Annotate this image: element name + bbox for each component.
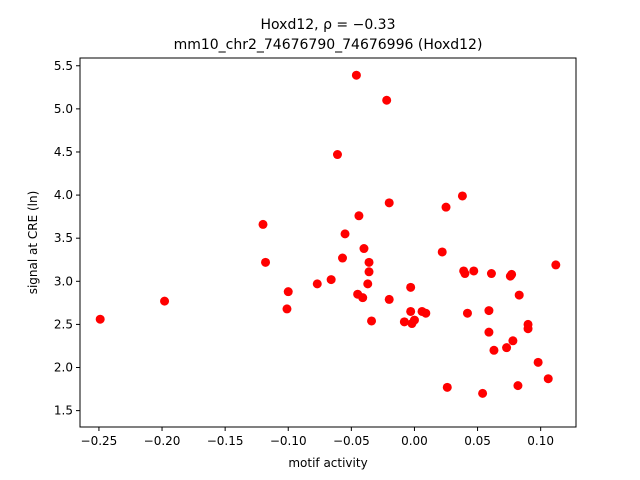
x-tick-label: −0.05	[333, 434, 370, 448]
y-tick-label: 5.0	[54, 102, 73, 116]
data-point	[442, 382, 452, 392]
data-point	[95, 314, 105, 324]
data-point	[484, 327, 494, 337]
data-point	[354, 211, 364, 221]
data-point	[364, 267, 374, 277]
data-point	[332, 150, 342, 160]
data-point	[460, 269, 470, 279]
data-point	[312, 279, 322, 289]
data-point	[457, 191, 467, 201]
plot-area-frame	[79, 57, 577, 428]
y-tick-label: 3.0	[54, 274, 73, 288]
data-point	[384, 198, 394, 208]
data-point	[533, 357, 543, 367]
data-point	[462, 308, 472, 318]
data-point	[543, 374, 553, 384]
x-tick-label: 0.10	[527, 434, 554, 448]
data-point	[514, 290, 524, 300]
x-tick-label: 0.00	[401, 434, 428, 448]
x-tick-label: −0.25	[81, 434, 118, 448]
data-point	[478, 388, 488, 398]
data-point	[367, 316, 377, 326]
x-tick-label: −0.10	[270, 434, 307, 448]
y-tick-label: 2.0	[54, 361, 73, 375]
data-point	[399, 317, 409, 327]
data-point	[282, 304, 292, 314]
data-point	[421, 308, 431, 318]
data-point	[406, 306, 416, 316]
y-tick-label: 4.5	[54, 145, 73, 159]
y-tick-label: 5.5	[54, 59, 73, 73]
y-tick-label: 2.5	[54, 317, 73, 331]
x-axis: −0.25 −0.20 −0.15 −0.10 −0.05 0.00 0.05 0.10	[81, 427, 554, 448]
data-point	[359, 244, 369, 254]
data-point	[437, 247, 447, 257]
data-point	[486, 269, 496, 279]
data-point	[441, 202, 451, 212]
data-point	[507, 269, 517, 279]
data-point	[469, 266, 479, 276]
chart-title-line2: mm10_chr2_74676790_74676996 (Hoxd12)	[174, 37, 483, 53]
data-point	[513, 381, 523, 391]
data-point	[551, 260, 561, 270]
data-point	[338, 253, 348, 263]
data-point	[261, 257, 271, 267]
data-point	[409, 315, 419, 325]
data-point	[508, 336, 518, 346]
x-tick-label: −0.20	[144, 434, 181, 448]
y-tick-label: 4.0	[54, 188, 73, 202]
data-point	[363, 279, 373, 289]
data-point	[358, 293, 368, 303]
data-point	[384, 294, 394, 304]
data-point	[502, 343, 512, 353]
x-axis-label: motif activity	[288, 456, 367, 470]
data-point	[340, 229, 350, 239]
data-point	[484, 306, 494, 316]
data-point	[406, 282, 416, 292]
data-point	[489, 345, 499, 355]
x-tick-label: −0.15	[207, 434, 244, 448]
data-point	[258, 219, 268, 229]
y-tick-label: 3.5	[54, 231, 73, 245]
data-point	[160, 296, 170, 306]
y-tick-label: 1.5	[54, 404, 73, 418]
data-point	[382, 95, 392, 105]
data-point	[283, 287, 293, 297]
data-point	[364, 257, 374, 267]
x-tick-label: 0.05	[464, 434, 491, 448]
data-point	[326, 275, 336, 285]
data-point	[523, 324, 533, 334]
y-axis-label: signal at CRE (ln)	[26, 191, 40, 295]
chart-title-line1: Hoxd12, ρ = −0.33	[261, 17, 396, 33]
y-axis: 1.5 2.0 2.5 3.0 3.5 4.0 4.5 5.0 5.5	[54, 59, 80, 418]
points-layer	[95, 70, 561, 398]
data-point	[351, 70, 361, 80]
